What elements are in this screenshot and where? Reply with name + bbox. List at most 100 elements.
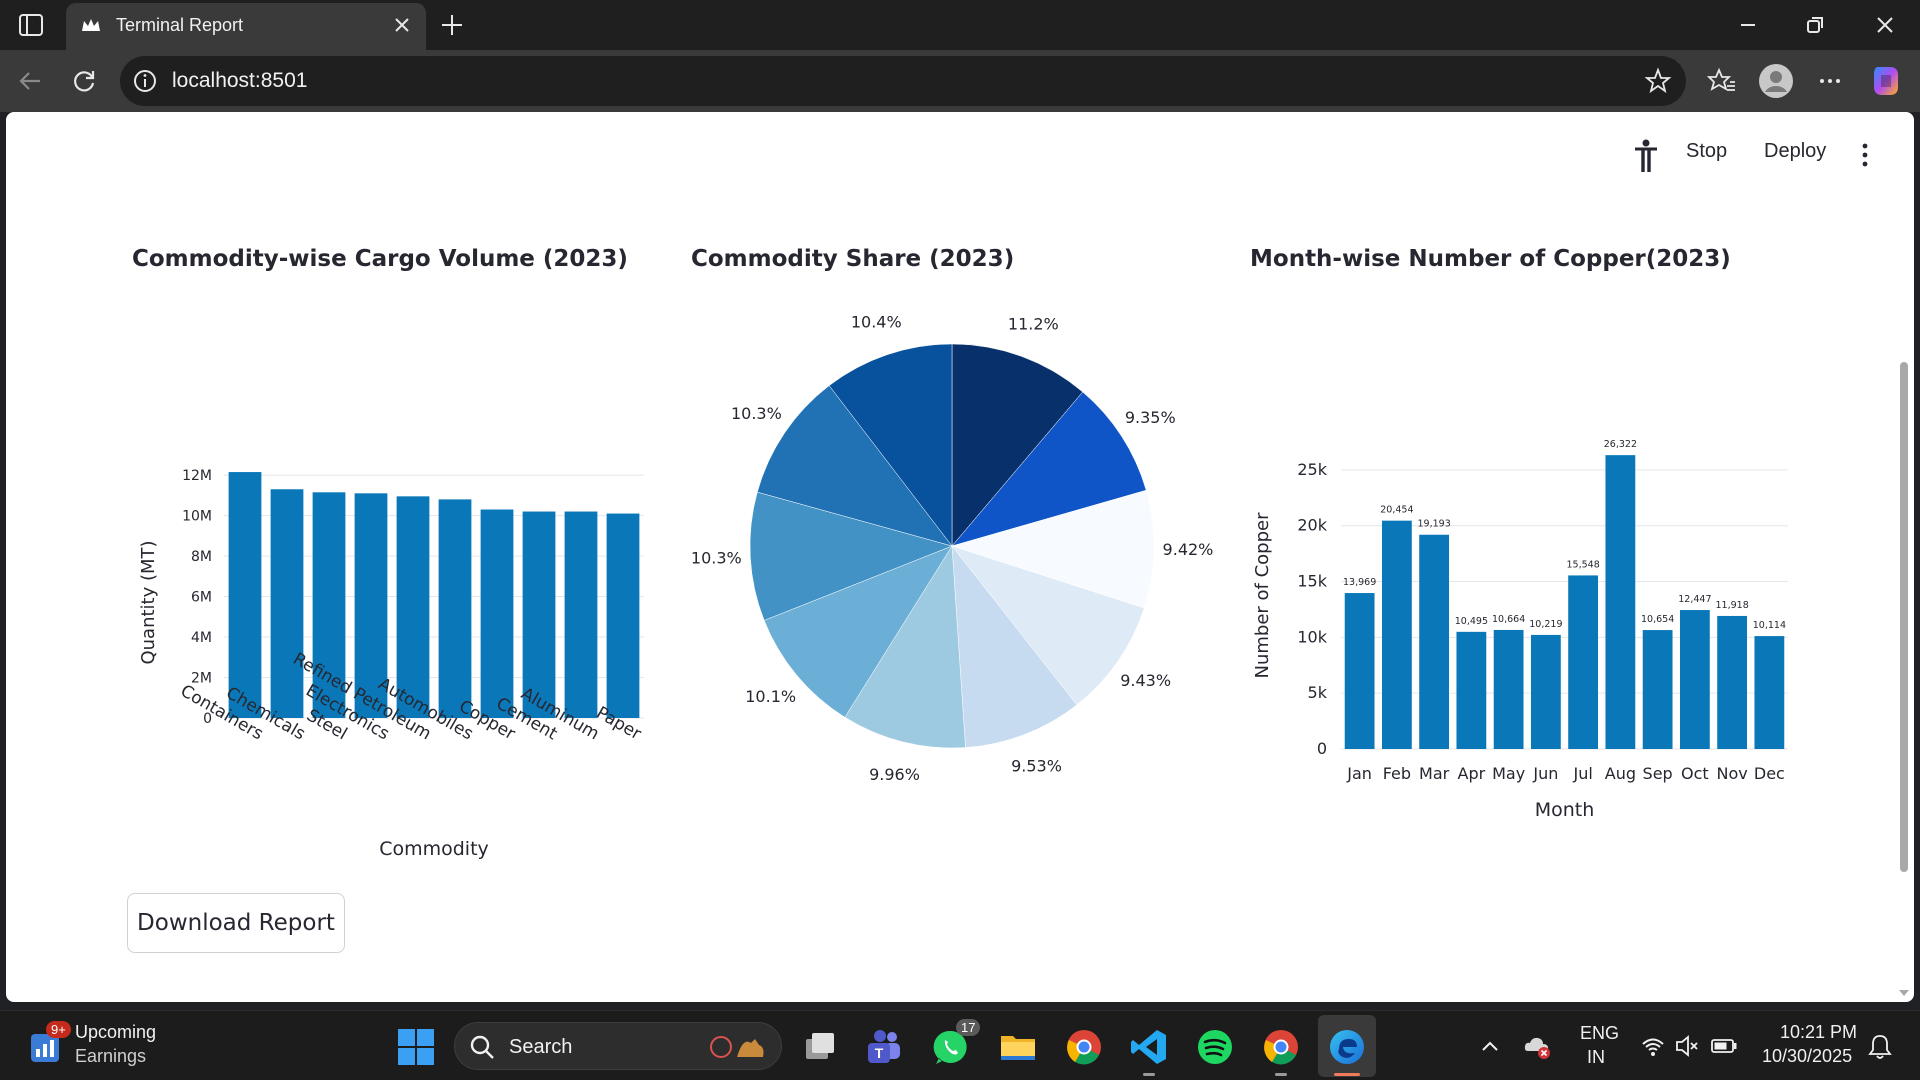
y-tick-label: 10M: [182, 509, 212, 525]
file-explorer-icon[interactable]: [998, 1027, 1038, 1067]
pie-slice: [763, 545, 953, 718]
chrome-icon[interactable]: [1064, 1027, 1104, 1067]
restore-icon[interactable]: [1800, 10, 1830, 40]
bar-jul: [1568, 575, 1599, 749]
bar-chemicals: [270, 489, 304, 718]
bar-sep: [1642, 630, 1673, 749]
tab-actions-icon[interactable]: [18, 12, 44, 38]
clock-time[interactable]: 10:21 PM: [1780, 1022, 1858, 1042]
cargo-volume-bar-chart: 02M4M6M8M10M12MContainersChemicalsSteelE…: [138, 468, 645, 860]
teams-icon[interactable]: T: [864, 1027, 904, 1067]
bar-value-label: 13,969: [1343, 577, 1376, 588]
y-tick-label: 25k: [1297, 460, 1327, 479]
battery-icon[interactable]: [1710, 1033, 1738, 1059]
favorite-star-icon[interactable]: [1644, 67, 1672, 95]
cargo-volume-chart-title: Commodity-wise Cargo Volume (2023): [132, 246, 628, 272]
new-tab-icon[interactable]: [438, 11, 466, 39]
copilot-icon[interactable]: [1868, 63, 1904, 99]
edge-active-indicator: [1334, 1073, 1360, 1076]
main-menu-icon[interactable]: [1860, 142, 1870, 168]
profile-avatar-icon[interactable]: [1758, 63, 1794, 99]
widget-subtitle[interactable]: Earnings: [75, 1046, 147, 1066]
clock-date[interactable]: 10/30/2025: [1762, 1046, 1853, 1066]
bar-value-label: 10,219: [1529, 619, 1562, 630]
volume-muted-icon[interactable]: [1674, 1033, 1700, 1059]
pie-percent-label: 10.3%: [691, 549, 742, 568]
show-hidden-icons-chevron-icon[interactable]: [1478, 1035, 1502, 1059]
y-tick-label: 5k: [1308, 683, 1328, 702]
y-tick-label: 0: [1317, 739, 1327, 758]
bar-value-label: 15,548: [1567, 559, 1600, 570]
x-tick-label: May: [1492, 764, 1525, 783]
x-tick-label: Oct: [1681, 764, 1709, 783]
pie-percent-label: 9.35%: [1125, 408, 1176, 427]
taskbar-search-box[interactable]: Search: [454, 1022, 782, 1070]
pie-slice: [757, 385, 953, 547]
language-region-label[interactable]: IN: [1587, 1047, 1605, 1067]
bar-value-label: 19,193: [1418, 519, 1451, 530]
deploy-button[interactable]: Deploy: [1764, 140, 1827, 162]
pie-slice: [828, 343, 953, 547]
bar-refined-petroleum: [396, 496, 430, 718]
pie-slice: [749, 491, 953, 621]
whatsapp-badge: 17: [956, 1019, 981, 1036]
copper-monthly-bar-chart: 0 5k 10k 15k 20k 25k 13,969 Jan 20,454 Feb 19,193 M…: [1252, 439, 1788, 821]
url-text: localhost:8501: [172, 69, 308, 92]
bar-copper: [480, 509, 514, 718]
copper-monthly-chart-title: Month-wise Number of Copper(2023): [1250, 246, 1731, 272]
whatsapp-icon[interactable]: [931, 1027, 971, 1067]
x-axis-title: Month: [1535, 799, 1595, 821]
windows-start-icon[interactable]: [396, 1027, 436, 1067]
task-view-icon[interactable]: [800, 1027, 840, 1067]
bar-value-label: 11,918: [1716, 600, 1749, 611]
site-info-icon[interactable]: [132, 68, 158, 94]
back-icon[interactable]: [14, 65, 46, 97]
onedrive-error-icon[interactable]: [1522, 1031, 1552, 1061]
bar-containers: [228, 472, 262, 718]
page-scrollbar[interactable]: [1900, 362, 1908, 872]
pie-percent-label: 11.2%: [1008, 314, 1059, 333]
minimize-icon[interactable]: [1733, 10, 1763, 40]
bar-automobiles: [438, 499, 472, 718]
y-tick-label: 15k: [1297, 572, 1327, 591]
pie-slice: [844, 545, 966, 749]
widgets-earnings-icon[interactable]: [28, 1029, 64, 1065]
download-report-button[interactable]: Download Report: [127, 893, 345, 953]
chrome-profile-icon[interactable]: [1261, 1027, 1301, 1067]
vscode-icon[interactable]: [1129, 1027, 1169, 1067]
x-tick-label: Jun: [1532, 764, 1558, 783]
pie-slice: [951, 489, 1155, 609]
address-bar[interactable]: localhost:8501: [120, 56, 1686, 106]
pie-slice: [951, 545, 1078, 748]
close-window-icon[interactable]: [1870, 10, 1900, 40]
stop-button[interactable]: Stop: [1686, 140, 1728, 162]
pie-slice: [951, 391, 1147, 547]
notifications-bell-icon[interactable]: [1866, 1033, 1894, 1061]
spotify-icon[interactable]: [1195, 1027, 1235, 1067]
reload-icon[interactable]: [68, 65, 100, 97]
x-tick-label: Jan: [1346, 764, 1372, 783]
bar-electronics: [354, 493, 388, 718]
widget-title[interactable]: Upcoming: [75, 1022, 157, 1042]
close-tab-icon[interactable]: [390, 13, 414, 37]
edge-icon[interactable]: [1327, 1027, 1367, 1067]
accessibility-icon[interactable]: [1632, 138, 1660, 174]
scroll-down-arrow-icon[interactable]: [1898, 988, 1910, 998]
language-label[interactable]: ENG: [1580, 1023, 1620, 1043]
bar-steel: [312, 492, 346, 718]
wifi-icon[interactable]: [1640, 1033, 1666, 1059]
bar-cement: [522, 511, 556, 718]
bar-value-label: 12,447: [1678, 594, 1711, 605]
x-tick-label: Feb: [1383, 764, 1411, 783]
bar-may: [1493, 629, 1524, 749]
favorites-icon[interactable]: [1706, 65, 1738, 97]
page-viewport: Stop Deploy Commodity-wise Cargo Volume …: [6, 112, 1914, 1002]
bar-value-label: 10,114: [1753, 620, 1786, 631]
bar-aug: [1605, 455, 1636, 749]
more-options-icon[interactable]: [1814, 65, 1846, 97]
windows-taskbar: 9+ Upcoming Earnings Search T 17: [0, 1010, 1920, 1080]
y-tick-label: 20k: [1297, 516, 1327, 535]
bar-aluminum: [564, 511, 598, 718]
browser-tab[interactable]: Terminal Report: [66, 3, 426, 50]
pie-percent-label: 10.4%: [851, 312, 902, 331]
